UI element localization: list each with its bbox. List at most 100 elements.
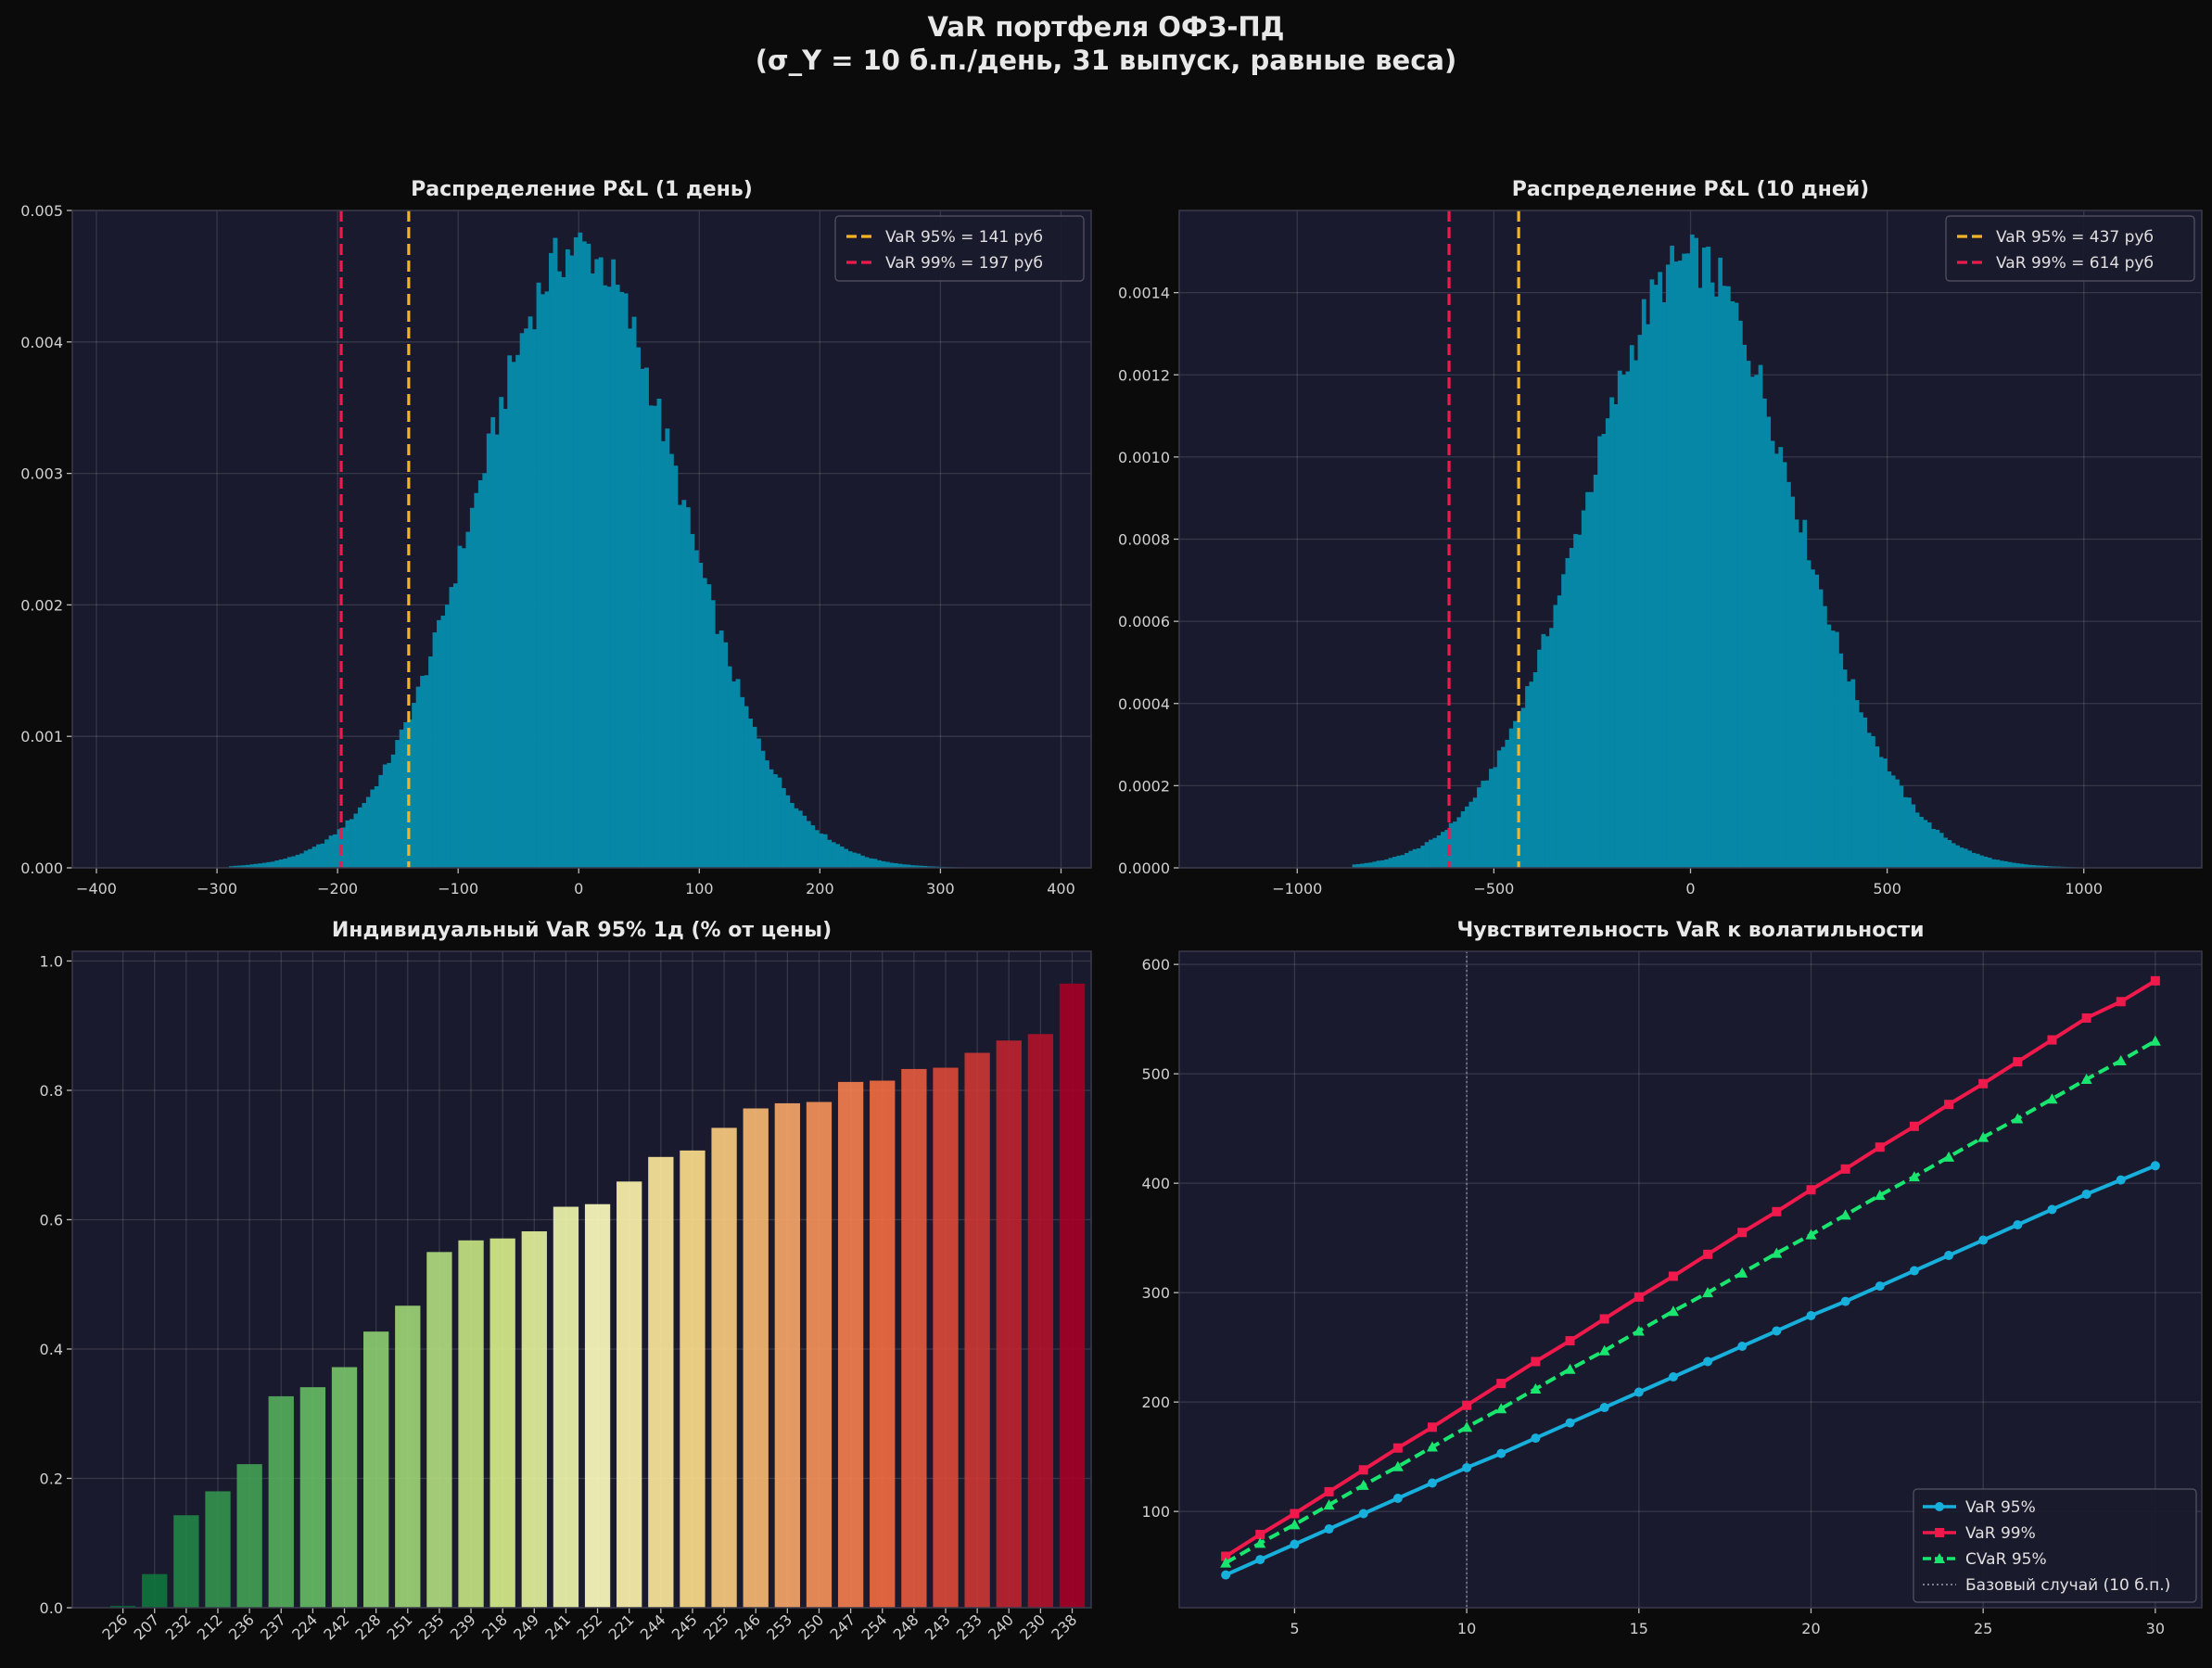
histogram-bar (1392, 857, 1397, 868)
histogram-bar (1577, 534, 1583, 868)
histogram-bar (681, 500, 687, 868)
series-0-point (2047, 1204, 2057, 1215)
y-tick-label: 0.8 (40, 1082, 63, 1100)
series-1-point (1531, 1356, 1541, 1367)
panel-title: Распределение P&L (1 день) (411, 178, 753, 201)
x-tick-label: 212 (194, 1611, 226, 1643)
histogram-bar (428, 656, 433, 868)
histogram-bar (685, 507, 691, 868)
histogram-bar (794, 808, 799, 868)
y-tick-label: 600 (1141, 956, 1170, 974)
x-tick-label: 1000 (2065, 880, 2103, 898)
bar-218 (489, 1238, 515, 1608)
series-2-point (1839, 1209, 1851, 1220)
histogram-bar (1621, 375, 1626, 869)
x-tick-label: 251 (384, 1611, 416, 1643)
histogram-bar (598, 257, 604, 868)
histogram-bar (653, 405, 657, 868)
histogram-bar (2011, 862, 2016, 868)
histogram-bar (1352, 864, 1357, 868)
legend-label: VaR 95% (1965, 1498, 2036, 1517)
histogram-bar (1786, 481, 1791, 868)
histogram-bar (619, 291, 625, 869)
bar-212 (205, 1491, 231, 1608)
legend: VaR 95% = 437 руб VaR 99% = 614 руб (1945, 215, 2195, 282)
histogram-bar (1919, 816, 1924, 868)
bar-232 (173, 1515, 199, 1608)
histogram-bar (1826, 624, 1832, 868)
panel-title: Чувствительность VaR к волатильности (1456, 919, 1924, 942)
y-tick-label: 1.0 (40, 952, 63, 970)
series-2-point (1289, 1519, 1301, 1530)
series-line-1 (1225, 979, 2156, 1559)
histogram-bar (668, 453, 674, 868)
histogram-bar (2015, 863, 2020, 868)
histogram-bar (1758, 364, 1763, 868)
histogram-bar (603, 285, 608, 868)
histogram-bar (1963, 848, 1968, 868)
histogram-bar (1951, 843, 1956, 868)
series-1-point (2013, 1057, 2023, 1067)
histogram-bar (860, 855, 865, 868)
histogram-bar (357, 807, 362, 868)
histogram-bar (1573, 533, 1578, 868)
legend-marker (1935, 1528, 1944, 1537)
histogram-bar (507, 355, 513, 868)
histogram-bar (760, 750, 766, 868)
histogram-bar (769, 769, 774, 868)
histogram-bar (511, 362, 516, 869)
bar-226 (109, 1605, 136, 1608)
histogram-bar (1890, 775, 1896, 868)
histogram-bar (561, 276, 566, 868)
histogram-bar (1429, 839, 1433, 868)
y-tick-label: 0.4 (40, 1341, 63, 1358)
y-tick-label: 0.0006 (1118, 613, 1170, 630)
histogram-bar (1400, 855, 1405, 868)
series-1-point (1427, 1422, 1437, 1432)
histogram-bar (581, 241, 587, 868)
histogram-bar (486, 433, 491, 868)
x-tick-label: 226 (98, 1611, 131, 1643)
bar-207 (142, 1573, 168, 1608)
histogram-bar (1794, 519, 1799, 868)
histogram-bar (253, 863, 259, 868)
histogram-bar (449, 587, 454, 868)
histogram-bar (1854, 700, 1860, 868)
bar-247 (837, 1081, 864, 1608)
histogram-bar (797, 810, 803, 868)
histogram-bar (469, 507, 475, 868)
histogram-bar (1448, 822, 1454, 868)
x-tick-label: 400 (1047, 880, 1075, 898)
x-tick-label: 250 (795, 1611, 827, 1643)
histogram-bar (648, 405, 654, 868)
series-1-point (1324, 1486, 1334, 1496)
histogram-bar (1460, 811, 1466, 868)
series-0-point (1392, 1494, 1403, 1503)
x-tick-label: 239 (447, 1611, 479, 1643)
histogram-bar (1685, 253, 1691, 868)
histogram-bar (914, 865, 920, 868)
series-2-point (2046, 1093, 2058, 1104)
series-0-point (1634, 1387, 1644, 1397)
y-tick-label: 0.0002 (1118, 777, 1170, 795)
series-0-point (1565, 1418, 1575, 1428)
histogram-bar (353, 813, 359, 868)
histogram-bar (1617, 370, 1622, 868)
histogram-bar (249, 864, 255, 868)
histogram-bar (1384, 859, 1390, 868)
histogram-bar (677, 504, 682, 868)
x-tick-label: 300 (926, 880, 955, 898)
bar-242 (331, 1367, 358, 1608)
axes-frame (71, 210, 1092, 869)
histogram-bar (266, 861, 272, 868)
series-2-point (1977, 1131, 1990, 1142)
histogram-bar (1766, 416, 1772, 868)
histogram-bar (1749, 376, 1755, 868)
x-tick-label: 228 (351, 1611, 384, 1643)
series-2-point (1908, 1171, 1920, 1182)
histogram-bar (884, 861, 890, 868)
histogram-bar (586, 243, 591, 868)
histogram-bar (1694, 237, 1699, 868)
legend-box (1945, 215, 2195, 282)
series-2-point (1736, 1267, 1748, 1278)
